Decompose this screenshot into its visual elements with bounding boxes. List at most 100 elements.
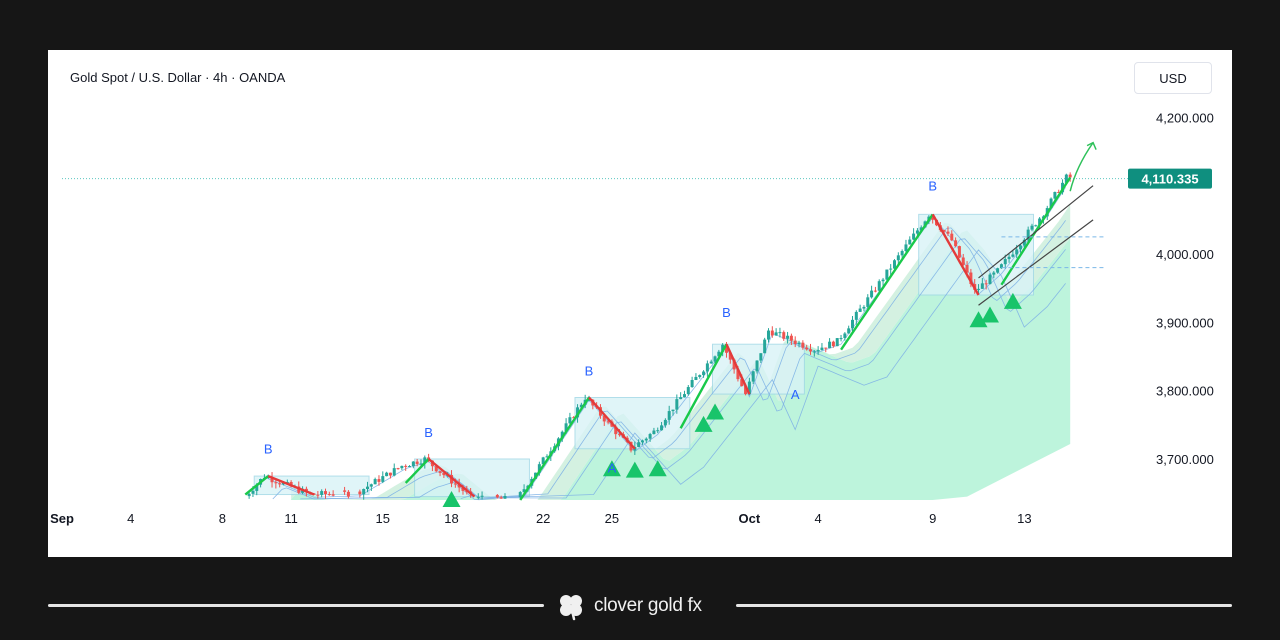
- candle-body: [480, 495, 484, 497]
- candle-body: [705, 363, 709, 372]
- candle-body: [793, 340, 797, 344]
- candle-body: [369, 484, 373, 487]
- candle-body: [820, 347, 824, 351]
- candle-body: [782, 332, 786, 339]
- footer-divider-right: [736, 604, 1232, 607]
- candle-body: [977, 288, 981, 290]
- candle-body: [881, 279, 885, 282]
- time-tick-label: Oct: [739, 511, 761, 526]
- price-tick-label: 3,900.000: [1156, 315, 1214, 330]
- channel-line: [978, 219, 1094, 306]
- candle-body: [663, 419, 667, 426]
- currency-button[interactable]: USD: [1134, 62, 1212, 94]
- candle-body: [576, 407, 580, 418]
- candle-body: [904, 244, 908, 252]
- candle-body: [572, 417, 576, 419]
- signals-layer: [442, 292, 1022, 507]
- candle-body: [942, 230, 946, 232]
- signal-triangle: [1003, 292, 1022, 309]
- current-price-label: 4,110.335: [1141, 172, 1198, 187]
- price-tick-label: 3,700.000: [1156, 452, 1214, 467]
- candle-body: [682, 394, 686, 398]
- candle-body: [732, 359, 736, 370]
- candle-body: [950, 233, 954, 241]
- candle-body: [640, 440, 644, 443]
- candle-body: [423, 457, 427, 464]
- candle-body: [816, 350, 820, 352]
- candle-body: [675, 399, 679, 410]
- candle-body: [721, 344, 725, 352]
- candle-body: [1068, 174, 1072, 178]
- candle-body: [442, 472, 446, 476]
- candle-body: [522, 489, 526, 493]
- candle-body: [805, 347, 809, 350]
- band-line: [460, 249, 1066, 499]
- candle-body: [744, 386, 748, 395]
- candle-body: [270, 477, 274, 483]
- candle-body: [980, 283, 984, 289]
- candle-body: [438, 471, 442, 473]
- candle-body: [724, 344, 728, 353]
- candle-body: [415, 461, 419, 464]
- zigzag-down-leg: [931, 213, 980, 296]
- price-chart[interactable]: B B B B B A A 4,200.000 4,000.000 3,900.000 3,800…: [48, 50, 1232, 557]
- zigzag-down-leg: [267, 474, 315, 496]
- candle-body: [453, 483, 457, 485]
- price-tick-label: 3,800.000: [1156, 384, 1214, 399]
- candle-body: [388, 472, 392, 476]
- candle-body: [996, 268, 1000, 273]
- zigzag-up-leg: [244, 475, 269, 496]
- candle-body: [579, 404, 583, 408]
- candle-body: [373, 479, 377, 485]
- price-tick-label: 4,200.000: [1156, 110, 1214, 125]
- axes-layer: 4,200.000 4,000.000 3,900.000 3,800.000 3,70…: [50, 110, 1214, 526]
- candle-body: [278, 483, 282, 485]
- candle-body: [274, 482, 278, 484]
- candle-body: [1049, 198, 1053, 209]
- wave-label: A: [608, 461, 617, 476]
- candle-body: [847, 328, 851, 334]
- target-arrow: [1069, 142, 1094, 192]
- candle-body: [751, 371, 755, 382]
- signal-triangle: [980, 306, 999, 323]
- candle-body: [1015, 249, 1019, 255]
- candle-body: [851, 319, 854, 329]
- candle-body: [728, 352, 732, 360]
- candle-body: [266, 477, 270, 479]
- candle-body: [766, 330, 770, 340]
- candle-body: [957, 246, 961, 258]
- candle-body: [770, 330, 774, 336]
- signal-triangle: [602, 460, 621, 477]
- candle-body: [801, 342, 805, 348]
- zigzag-up-leg: [404, 458, 430, 484]
- candle-body: [694, 376, 698, 381]
- candle-body: [889, 268, 893, 270]
- candle-body: [1019, 245, 1023, 250]
- zigzag-down-leg: [427, 458, 476, 498]
- candle-body: [671, 409, 675, 412]
- candle-body: [755, 360, 759, 372]
- candle-body: [400, 465, 404, 469]
- candle-body: [537, 464, 541, 473]
- candle-body: [885, 269, 889, 280]
- candle-body: [404, 465, 408, 467]
- candle-body: [564, 423, 568, 432]
- price-tick-label: 4,000.000: [1156, 247, 1214, 262]
- candle-body: [618, 434, 622, 436]
- candle-body: [789, 335, 793, 341]
- candle-body: [824, 347, 828, 349]
- candle-body: [1057, 192, 1061, 194]
- candle-body: [862, 306, 866, 309]
- candle-body: [717, 351, 721, 357]
- candle-body: [828, 341, 832, 349]
- candle-body: [503, 496, 507, 499]
- signal-triangle: [694, 415, 713, 432]
- candle-body: [545, 456, 549, 458]
- candle-body: [835, 338, 839, 347]
- current-price-tag: [1128, 168, 1212, 189]
- candle-body: [736, 369, 740, 380]
- candle-body: [778, 332, 782, 334]
- signal-triangle: [625, 461, 644, 478]
- candle-body: [644, 438, 648, 441]
- time-tick-label: 15: [376, 511, 390, 526]
